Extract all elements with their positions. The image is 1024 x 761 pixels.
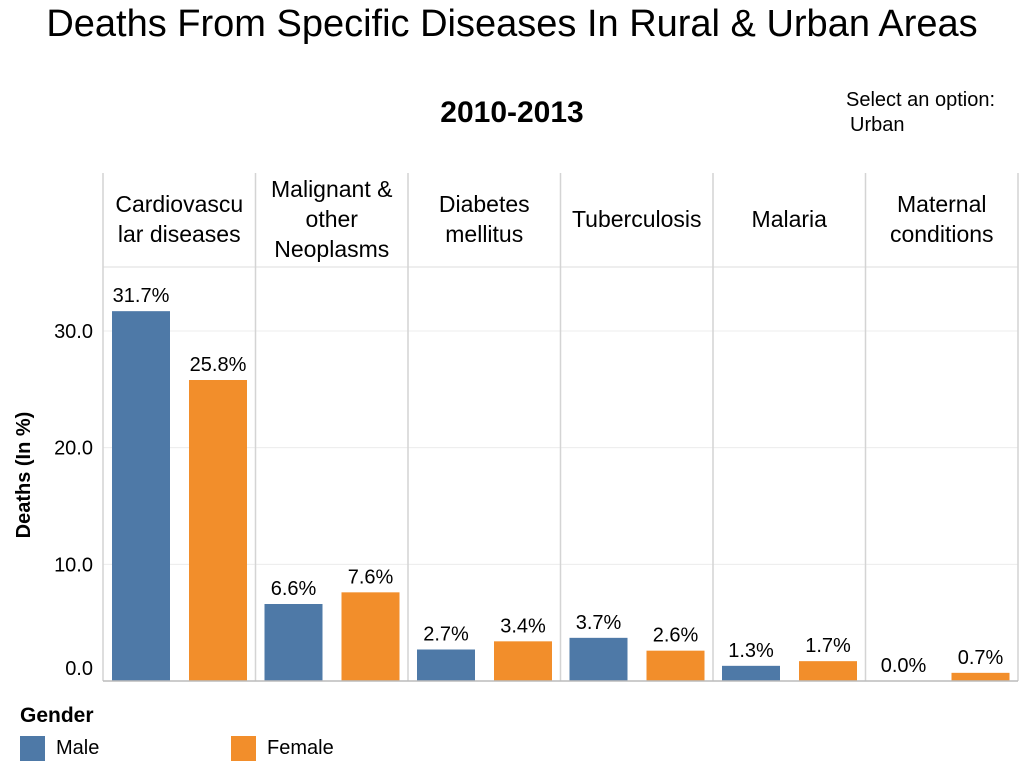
data-label: 6.6% [271,578,317,600]
data-label: 0.7% [958,647,1004,669]
chart-title: Deaths From Specific Diseases In Rural &… [0,2,1024,46]
legend-item-female[interactable]: Female [231,736,334,761]
data-label: 1.7% [805,635,851,657]
category-label: Neoplasms [274,236,389,262]
legend: Gender Male Female [20,704,334,761]
data-label: 1.3% [728,640,774,662]
legend-label-female: Female [267,737,334,759]
data-label: 2.7% [423,624,469,646]
y-tick-label: 0.0 [65,658,93,680]
category-label: lar diseases [118,221,241,247]
data-label: 0.0% [881,655,927,677]
area-filter[interactable]: Select an option: Urban [846,88,995,138]
bar-female [189,380,247,681]
bar-female [646,650,705,681]
y-tick-label: 30.0 [54,321,93,343]
bar-female [951,672,1010,681]
category-label: other [306,206,359,232]
data-label: 3.7% [576,612,622,634]
legend-swatch-female [231,736,256,761]
bar-female [799,661,857,681]
y-axis-label: Deaths (In %) [13,412,35,539]
category-label: Malignant & [271,176,392,202]
chart-subtitle: 2010-2013 [440,96,584,129]
legend-label-male: Male [56,737,100,759]
legend-item-male[interactable]: Male [20,736,99,761]
bar-male [112,311,170,681]
bar-male [264,604,323,681]
data-label: 31.7% [113,285,170,307]
bar-female [494,641,552,681]
y-tick-label: 10.0 [54,554,93,576]
bar-male [569,637,628,681]
data-label: 7.6% [348,566,394,588]
data-label: 25.8% [190,354,247,376]
category-label: Malaria [752,206,828,232]
category-label: mellitus [445,221,523,247]
bar-male [722,665,780,681]
data-label: 3.4% [500,615,546,637]
legend-swatch-male [20,736,45,761]
category-label: Diabetes [439,191,530,217]
legend-title: Gender [20,704,94,727]
filter-label: Select an option: [846,89,995,111]
category-label: Tuberculosis [572,206,702,232]
y-tick-label: 20.0 [54,438,93,460]
category-label: Maternal [897,191,986,217]
data-label: 2.6% [653,625,699,647]
category-label: Cardiovascu [115,191,243,217]
category-label: conditions [890,221,994,247]
bar-female [341,592,400,681]
bar-male [417,649,475,681]
filter-value[interactable]: Urban [850,114,905,136]
chart-title-text: Deaths From Specific Diseases In Rural &… [46,3,978,45]
